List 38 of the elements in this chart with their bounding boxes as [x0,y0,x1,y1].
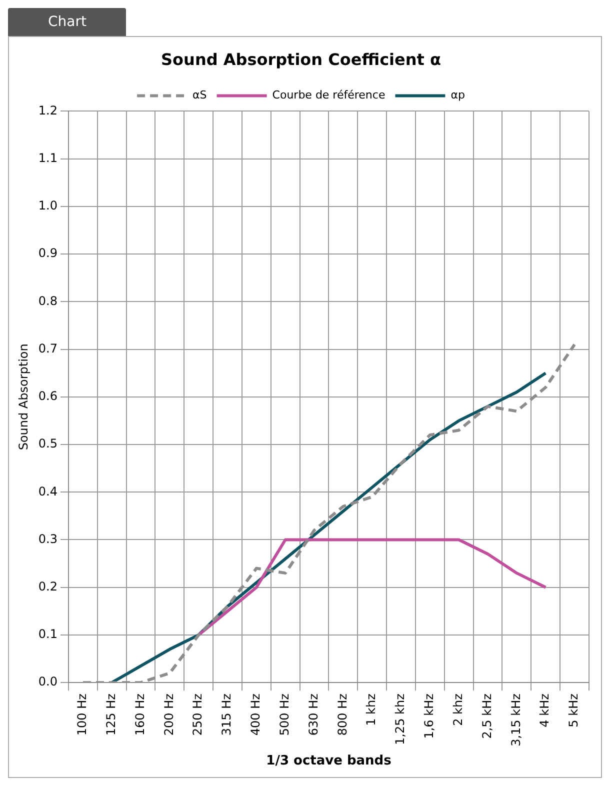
text: Chart [8,8,126,36]
x-tick-label: 160 Hz [132,694,147,736]
y-tick-label: 1.2 [38,103,58,118]
x-tick-label: 500 Hz [277,694,292,736]
y-tick-label: 1.0 [38,198,58,213]
legend-label: αS [192,88,207,102]
legend-label: αp [450,88,465,102]
y-tick-label: 0.7 [38,341,58,356]
x-tick-label: 5 kHz [566,694,581,728]
y-tick-label: 0.2 [38,579,58,594]
y-tick-label: 1.1 [38,150,58,165]
x-tick-label: 125 Hz [104,694,118,736]
x-tick-label: 100 Hz [75,694,90,736]
chart-title: Sound Absorption Coefficient α [161,50,441,69]
x-tick-label: 630 Hz [306,694,320,736]
x-axis-title: 1/3 octave bands [266,754,392,769]
y-tick-label: 0.1 [38,627,58,642]
legend-label: Courbe de référence [272,88,386,102]
x-tick-label: 200 Hz [162,694,176,736]
x-tick-label: 315 Hz [220,694,234,736]
x-tick-label: 1 khz [364,694,378,726]
x-tick-label: 3,15 kHz [508,694,523,746]
y-tick-label: 0.9 [38,246,58,260]
y-tick-label: 0.8 [38,294,58,308]
y-axis-title: Sound Absorption [16,344,30,450]
y-tick-label: 0.4 [38,484,58,498]
x-tick-label: 250 Hz [190,694,205,736]
x-tick-label: 4 kHz [538,694,552,728]
y-tick-label: 0.5 [38,436,58,451]
x-tick-label: 2,5 kHz [480,694,494,739]
y-tick-label: 0.3 [38,532,58,546]
x-tick-label: 400 Hz [248,694,263,736]
x-tick-label: 2 khz [450,694,465,726]
x-tick-label: 800 Hz [335,694,350,736]
x-tick-label: 1,6 kHz [422,694,436,739]
x-tick-label: 1,25 khz [393,694,408,745]
y-tick-label: 0.0 [38,674,58,689]
y-tick-label: 0.6 [38,389,58,404]
